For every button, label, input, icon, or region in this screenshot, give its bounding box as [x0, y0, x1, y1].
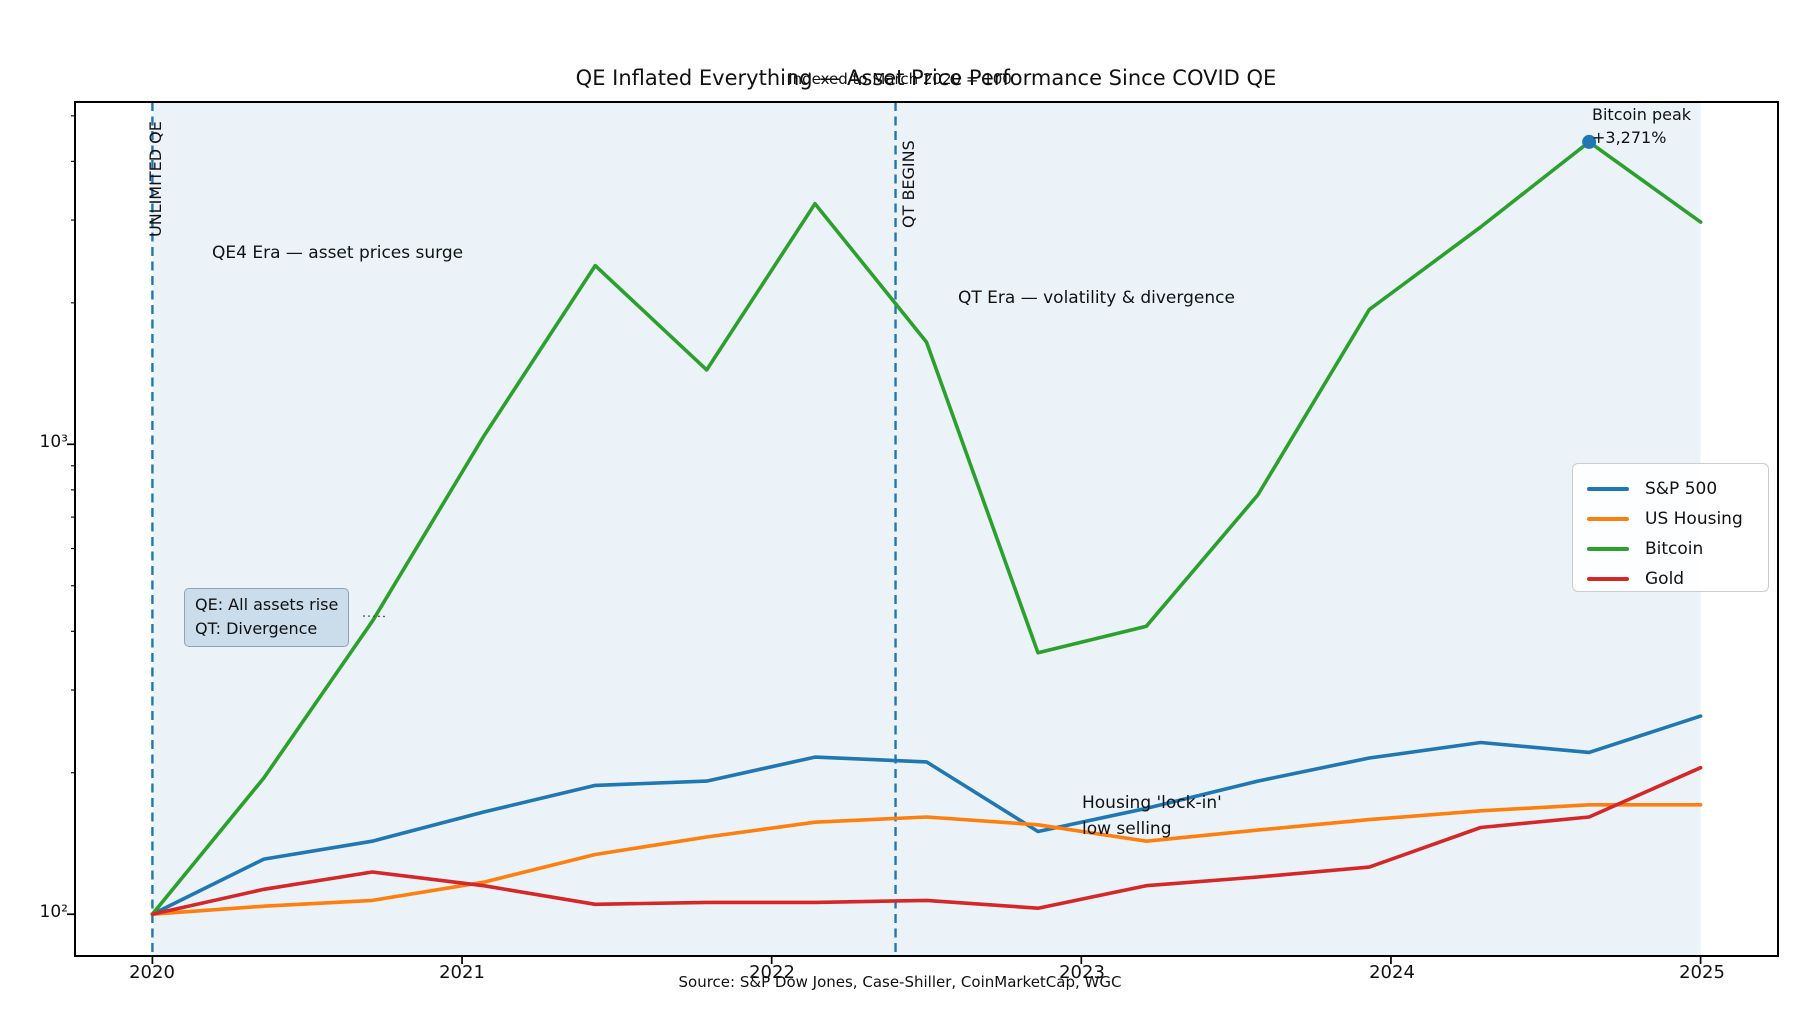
annotation-housing-lock-in: Housing 'lock-in' low selling: [1082, 793, 1222, 840]
sp500-swatch: [1587, 487, 1629, 491]
y-tick-1000: 10³: [39, 432, 68, 452]
vline-label-qt-begins: QT BEGINS: [899, 140, 918, 228]
gold-swatch: [1587, 577, 1629, 581]
legend-row-housing: US Housing: [1587, 504, 1768, 534]
source-note: Source: S&P Dow Jones, Case-Shiller, Coi…: [678, 973, 1122, 991]
x-tick-2022: 2022: [749, 962, 795, 983]
legend-label-sp500: S&P 500: [1645, 479, 1718, 499]
x-tick-2021: 2021: [439, 962, 485, 983]
chart-title: QE Inflated Everything — Asset Price Per…: [575, 66, 1277, 90]
x-tick-2025: 2025: [1679, 962, 1725, 983]
annotation-bitcoin-peak: Bitcoin peak +3,271%: [1592, 105, 1692, 148]
x-tick-2023: 2023: [1059, 962, 1105, 983]
annotation-qe-qt-box: QE: All assets rise QT: Divergence: [184, 588, 350, 647]
bitcoin-swatch: [1587, 547, 1629, 551]
legend-label-gold: Gold: [1645, 569, 1685, 589]
chart-subtitle: Indexed to March 2020 = 100: [788, 70, 1012, 88]
y-tick-100: 10²: [39, 902, 68, 922]
annotation-qe-era: QE4 Era — asset prices surge: [212, 243, 464, 263]
legend-label-housing: US Housing: [1645, 509, 1743, 529]
legend-row-gold: Gold: [1587, 564, 1768, 594]
legend-row-bitcoin: Bitcoin: [1587, 534, 1768, 564]
legend: S&P 500 US Housing Bitcoin Gold: [1572, 463, 1769, 592]
legend-label-bitcoin: Bitcoin: [1645, 539, 1704, 559]
vline-label-unlimited-qe: UNLIMITED QE: [146, 121, 165, 237]
annotation-qt-era: QT Era — volatility & divergence: [958, 288, 1235, 308]
x-tick-2024: 2024: [1369, 962, 1415, 983]
x-tick-2020: 2020: [129, 962, 175, 983]
housing-swatch: [1587, 517, 1629, 521]
legend-row-sp500: S&P 500: [1587, 474, 1768, 504]
